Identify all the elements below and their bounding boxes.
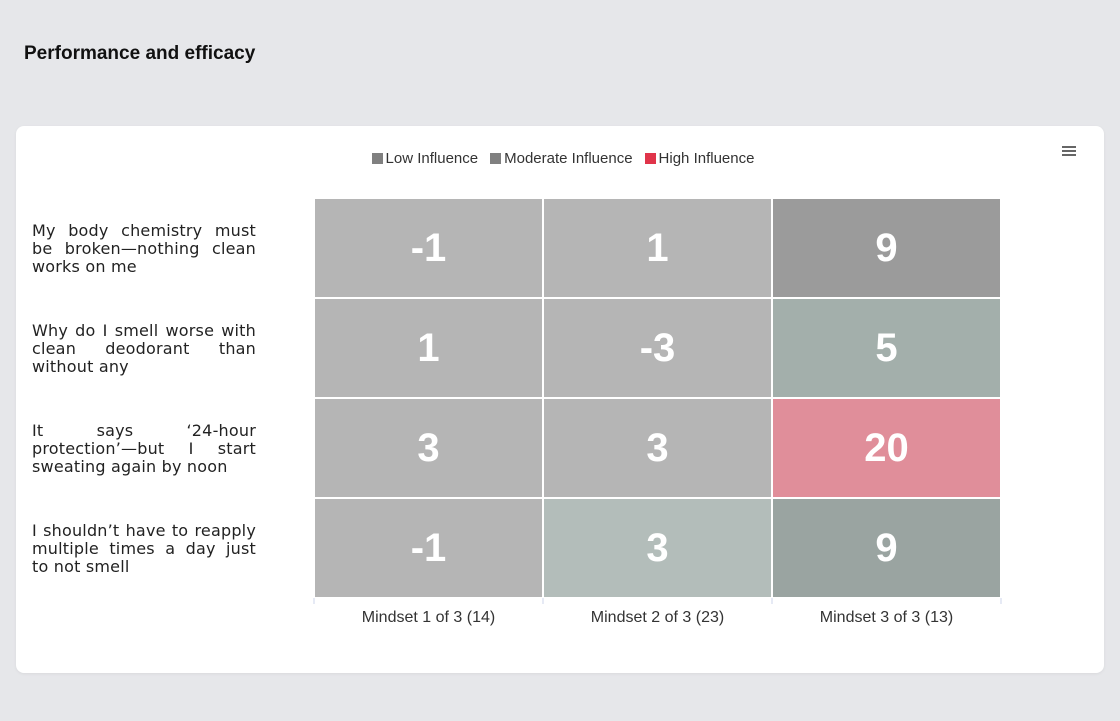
heatmap-cell-value: 3 [646,426,668,470]
row-label: It says ‘24-hour protection’—but I start… [32,421,256,476]
heatmap-cell-r4-c2[interactable] [544,499,771,597]
row-labels: My body chemistry must be broken—nothing… [32,199,256,599]
heatmap-cell-r2-c2[interactable] [544,299,771,397]
heatmap-cell-r2-c3[interactable] [773,299,1000,397]
legend-swatch-low [371,153,383,164]
heatmap-cell-r3-c2[interactable] [544,399,771,497]
heatmap-cell-r1-c2[interactable] [544,199,771,297]
heatmap-cell-r1-c3[interactable] [773,199,1000,297]
legend-label-high: High Influence [658,150,755,167]
legend-label-low: Low Influence [385,150,479,167]
row-label: My body chemistry must be broken—nothing… [32,221,256,276]
hamburger-menu-icon[interactable] [1062,146,1076,158]
heatmap-cell-value: 9 [875,226,897,270]
heatmap-plot: -1 1 9 1 -3 5 3 3 20 -1 3 9 Mindset 1 of 3 (14) Minds… [313,199,1002,626]
heatmap-cell-r4-c1[interactable] [315,499,542,597]
heatmap-cell-value: 1 [417,326,439,370]
x-axis-label: Mindset 1 of 3 (14) [362,609,495,626]
heatmap-cell-value: -1 [411,226,447,270]
heatmap-cell-value: -3 [640,326,676,370]
heatmap-cell-r3-c3[interactable] [773,399,1000,497]
heatmap-cell-value: 1 [646,226,668,270]
heatmap-cell-value: 3 [646,526,668,570]
legend-item-moderate[interactable]: Moderate Influence [490,150,633,167]
chart-card: Low Influence Moderate Influence High In… [16,126,1104,673]
heatmap-cell-r4-c3[interactable] [773,499,1000,597]
heatmap-cell-value: 9 [875,526,897,570]
row-label: I shouldn’t have to reapply multiple tim… [32,521,256,576]
page-title: Performance and efficacy [24,43,256,64]
heatmap-cell-value: -1 [411,526,447,570]
legend-item-low[interactable]: Low Influence [371,150,479,167]
x-axis-label: Mindset 2 of 3 (23) [591,609,724,626]
legend-label-moderate: Moderate Influence [504,150,633,167]
heatmap-cell-r3-c1[interactable] [315,399,542,497]
legend-swatch-high [644,153,656,164]
row-label: Why do I smell worse with clean deodoran… [32,321,256,376]
heatmap-cell-r1-c1[interactable] [315,199,542,297]
chart-legend: Low Influence Moderate Influence High In… [16,150,1104,167]
legend-item-high[interactable]: High Influence [644,150,755,167]
x-axis-label: Mindset 3 of 3 (13) [820,609,953,626]
heatmap-cell-value: 20 [864,426,909,470]
legend-swatch-moderate [490,153,502,164]
heatmap-cell-value: 3 [417,426,439,470]
heatmap-cell-r2-c1[interactable] [315,299,542,397]
heatmap-cell-value: 5 [875,326,897,370]
